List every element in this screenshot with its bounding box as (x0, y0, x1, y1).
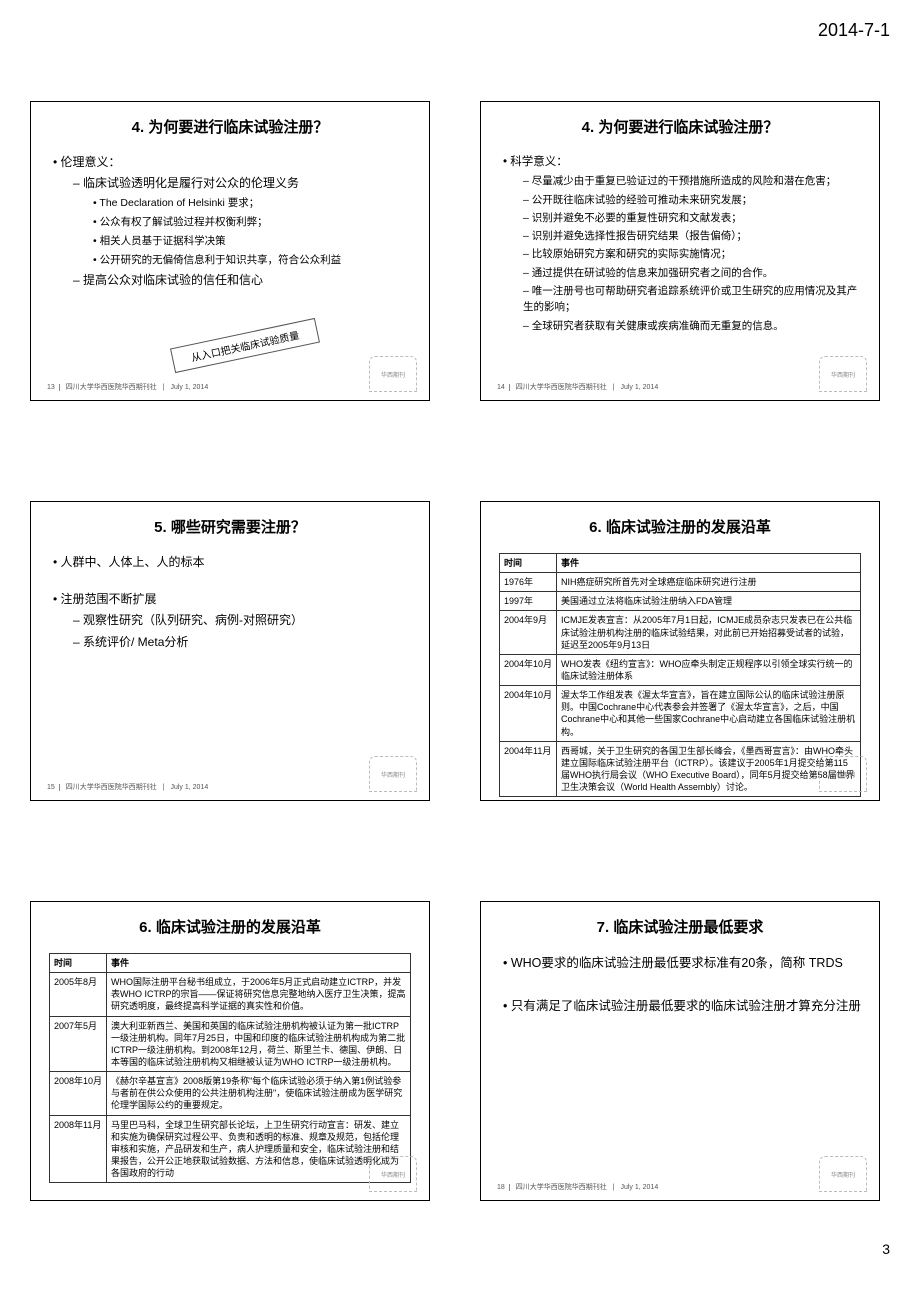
footer-date: July 1, 2014 (620, 384, 658, 391)
col-time: 时间 (500, 554, 557, 573)
slide-number: 14 (497, 384, 510, 391)
page-date: 2014-7-1 (30, 20, 890, 41)
table-row: 2007年5月澳大利亚新西兰、美国和英国的临床试验注册机构被认证为第一批ICTR… (50, 1016, 411, 1072)
table-row: 2004年10月渥太华工作组发表《渥太华宣言》，旨在建立国际公认的临床试验注册原… (500, 686, 861, 742)
bullet: 识别并避免不必要的重复性研究和文献发表； (499, 210, 861, 226)
bullet-list: 伦理意义： 临床试验透明化是履行对公众的伦理义务 The Declaration… (49, 153, 411, 290)
slide-18: 7. 临床试验注册最低要求 WHO要求的临床试验注册最低要求标准有20条，简称 … (480, 901, 880, 1201)
table-header-row: 时间 事件 (50, 954, 411, 973)
bullet: 提高公众对临床试验的信任和信心 (49, 271, 411, 290)
slide-15: 5. 哪些研究需要注册？ 人群中、人体上、人的标本 注册范围不断扩展 观察性研究… (30, 501, 430, 801)
slide-number: 13 (47, 384, 60, 391)
col-event: 事件 (107, 954, 411, 973)
bullet: 通过提供在研试验的信息来加强研究者之间的合作。 (499, 265, 861, 281)
logo-icon: 华西期刊 (369, 1156, 417, 1192)
table-row: 2005年8月WHO国际注册平台秘书组成立，于2006年5月正式启动建立ICTR… (50, 973, 411, 1016)
slide-14: 4. 为何要进行临床试验注册？ 科学意义： 尽量减少由于重复已验证过的干预措施所… (480, 101, 880, 401)
callout-box: 从入口把关临床试验质量 (170, 318, 320, 373)
bullet: 系统评价/ Meta分析 (49, 633, 411, 652)
col-event: 事件 (557, 554, 861, 573)
bullet: 人群中、人体上、人的标本 (49, 553, 411, 572)
footer-date: July 1, 2014 (170, 384, 208, 391)
logo-icon: 华西期刊 (369, 356, 417, 392)
slide-footer: 14 四川大学华西医院华西期刊社 | July 1, 2014 (497, 382, 658, 392)
slide-number: 15 (47, 784, 60, 791)
table-row: 1997年美国通过立法将临床试验注册纳入FDA管理 (500, 592, 861, 611)
slide-17: 6. 临床试验注册的发展沿革 时间 事件 2005年8月WHO国际注册平台秘书组… (30, 901, 430, 1201)
bullet: 相关人员基于证据科学决策 (49, 233, 411, 250)
bullet-list: WHO要求的临床试验注册最低要求标准有20条，简称 TRDS 只有满足了临床试验… (499, 953, 861, 1018)
table-row: 1976年NIH癌症研究所首先对全球癌症临床研究进行注册 (500, 573, 861, 592)
bullet: 伦理意义： (49, 153, 411, 172)
slide-title: 6. 临床试验注册的发展沿革 (499, 516, 861, 537)
bullet: 只有满足了临床试验注册最低要求的临床试验注册才算充分注册 (499, 996, 861, 1017)
bullet: 公开既往临床试验的经验可推动未来研究发展； (499, 192, 861, 208)
footer-org: 四川大学华西医院华西期刊社 (516, 1184, 607, 1191)
slide-16: 6. 临床试验注册的发展沿革 时间 事件 1976年NIH癌症研究所首先对全球癌… (480, 501, 880, 801)
logo-icon: 华西期刊 (819, 756, 867, 792)
slide-title: 5. 哪些研究需要注册？ (49, 516, 411, 537)
bullet-list: 人群中、人体上、人的标本 注册范围不断扩展 观察性研究（队列研究、病例-对照研究… (49, 553, 411, 652)
slide-footer: 18 四川大学华西医院华西期刊社 | July 1, 2014 (497, 1182, 658, 1192)
bullet: 尽量减少由于重复已验证过的干预措施所造成的风险和潜在危害； (499, 173, 861, 189)
col-time: 时间 (50, 954, 107, 973)
table-row: 2008年11月马里巴马科，全球卫生研究部长论坛，上卫生研究行动宣言：研发、建立… (50, 1115, 411, 1183)
slide-13: 4. 为何要进行临床试验注册？ 伦理意义： 临床试验透明化是履行对公众的伦理义务… (30, 101, 430, 401)
slide-title: 4. 为何要进行临床试验注册？ (499, 116, 861, 137)
history-table: 时间 事件 1976年NIH癌症研究所首先对全球癌症临床研究进行注册 1997年… (499, 553, 861, 797)
bullet: The Declaration of Helsinki 要求； (49, 195, 411, 212)
footer-date: July 1, 2014 (620, 1184, 658, 1191)
bullet: 注册范围不断扩展 (49, 590, 411, 609)
slides-grid: 4. 为何要进行临床试验注册？ 伦理意义： 临床试验透明化是履行对公众的伦理义务… (30, 101, 890, 1201)
bullet: WHO要求的临床试验注册最低要求标准有20条，简称 TRDS (499, 953, 861, 974)
bullet: 唯一注册号也可帮助研究者追踪系统评价或卫生研究的应用情况及其产生的影响； (499, 283, 861, 316)
bullet: 公众有权了解试验过程并权衡利弊； (49, 214, 411, 231)
bullet: 临床试验透明化是履行对公众的伦理义务 (49, 174, 411, 193)
bullet: 观察性研究（队列研究、病例-对照研究） (49, 611, 411, 630)
history-table: 时间 事件 2005年8月WHO国际注册平台秘书组成立，于2006年5月正式启动… (49, 953, 411, 1183)
logo-icon: 华西期刊 (369, 756, 417, 792)
table-row: 2004年11月西哥城，关于卫生研究的各国卫生部长峰会，《墨西哥宣言》：由WHO… (500, 741, 861, 797)
table-header-row: 时间 事件 (500, 554, 861, 573)
bullet: 科学意义： (499, 153, 861, 171)
logo-icon: 华西期刊 (819, 356, 867, 392)
table-row: 2004年10月WHO发表《纽约宣言》：WHO应牵头制定正规程序以引领全球实行统… (500, 654, 861, 685)
bullet: 公开研究的无偏倚信息利于知识共享，符合公众利益 (49, 252, 411, 269)
slide-footer: 13 四川大学华西医院华西期刊社 | July 1, 2014 (47, 382, 208, 392)
footer-date: July 1, 2014 (170, 784, 208, 791)
bullet-list: 科学意义： 尽量减少由于重复已验证过的干预措施所造成的风险和潜在危害； 公开既往… (499, 153, 861, 334)
slide-title: 6. 临床试验注册的发展沿革 (49, 916, 411, 937)
slide-title: 4. 为何要进行临床试验注册？ (49, 116, 411, 137)
bullet: 识别并避免选择性报告研究结果（报告偏倚）； (499, 228, 861, 244)
bullet: 比较原始研究方案和研究的实际实施情况； (499, 246, 861, 262)
footer-org: 四川大学华西医院华西期刊社 (66, 384, 157, 391)
bullet: 全球研究者获取有关健康或疾病准确而无重复的信息。 (499, 318, 861, 334)
page-number: 3 (30, 1241, 890, 1257)
table-row: 2004年9月ICMJE发表宣言：从2005年7月1日起，ICMJE成员杂志只发… (500, 611, 861, 654)
logo-icon: 华西期刊 (819, 1156, 867, 1192)
slide-title: 7. 临床试验注册最低要求 (499, 916, 861, 937)
footer-org: 四川大学华西医院华西期刊社 (516, 384, 607, 391)
table-row: 2008年10月《赫尔辛基宣言》2008版第19条称"每个临床试验必须于纳入第1… (50, 1072, 411, 1115)
slide-number: 18 (497, 1184, 510, 1191)
footer-org: 四川大学华西医院华西期刊社 (66, 784, 157, 791)
slide-footer: 15 四川大学华西医院华西期刊社 | July 1, 2014 (47, 782, 208, 792)
